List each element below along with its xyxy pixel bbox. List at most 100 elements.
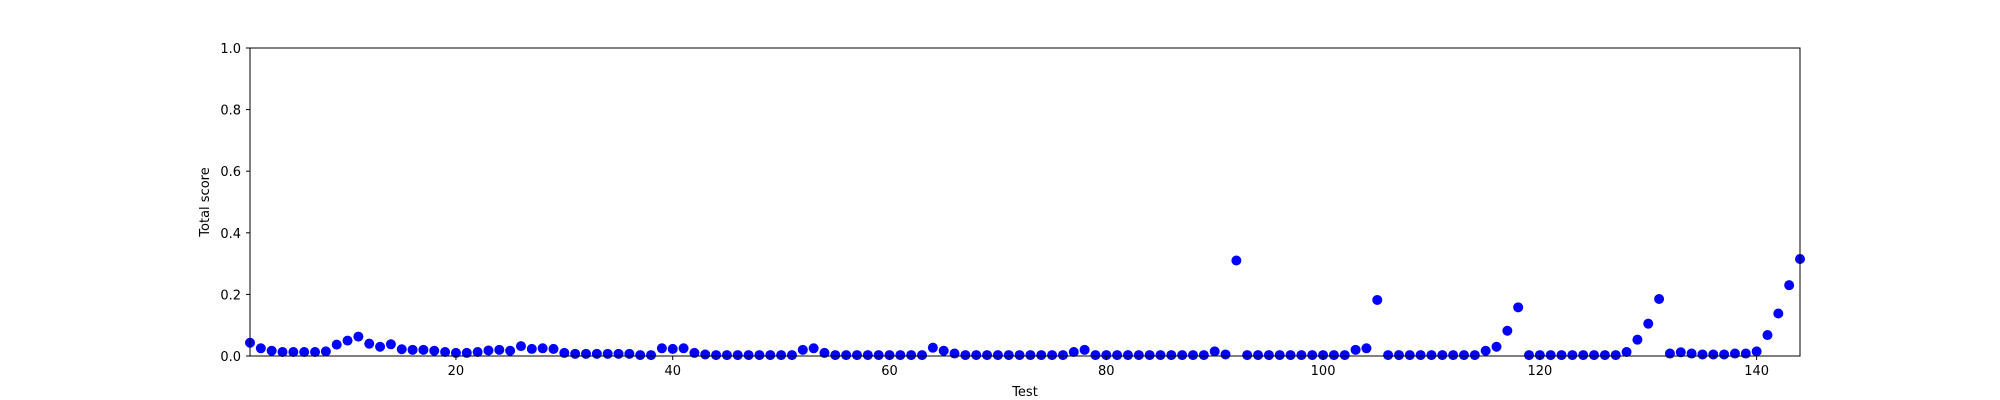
- data-point: [288, 346, 299, 357]
- x-tick-label: 140: [1744, 364, 1769, 379]
- data-point: [342, 335, 353, 346]
- data-point: [1621, 346, 1632, 357]
- data-point: [841, 350, 852, 361]
- data-point: [1708, 349, 1719, 360]
- x-tick-label: 120: [1527, 364, 1552, 379]
- data-point: [1556, 350, 1567, 361]
- data-point: [310, 346, 321, 357]
- data-point: [808, 343, 819, 354]
- data-point: [613, 348, 624, 359]
- data-point: [1664, 348, 1675, 359]
- data-point: [1524, 350, 1535, 361]
- data-point: [1079, 344, 1090, 355]
- data-point: [765, 350, 776, 361]
- data-point: [461, 347, 472, 358]
- data-point: [1133, 350, 1144, 361]
- data-point: [299, 346, 310, 357]
- data-point: [656, 343, 667, 354]
- data-point: [992, 350, 1003, 361]
- data-point: [1578, 350, 1589, 361]
- data-point: [1599, 350, 1610, 361]
- data-point: [266, 345, 277, 356]
- y-tick-label: 1.0: [220, 42, 241, 57]
- y-tick-label: 0.2: [220, 288, 241, 303]
- y-tick-label: 0.6: [220, 165, 241, 180]
- data-point: [1762, 330, 1773, 341]
- data-point: [1513, 302, 1524, 313]
- data-point: [1383, 350, 1394, 361]
- data-point: [331, 339, 342, 350]
- data-points: [245, 253, 1805, 361]
- data-point: [1263, 350, 1274, 361]
- data-point: [1090, 350, 1101, 361]
- data-point: [494, 344, 505, 355]
- data-point: [700, 349, 711, 360]
- data-point: [895, 350, 906, 361]
- data-point: [1166, 350, 1177, 361]
- data-point: [667, 343, 678, 354]
- data-point: [1318, 350, 1329, 361]
- data-point: [1003, 350, 1014, 361]
- data-point: [320, 346, 331, 357]
- data-point: [1025, 350, 1036, 361]
- data-point: [570, 348, 581, 359]
- data-point: [407, 344, 418, 355]
- data-point: [255, 343, 266, 354]
- data-point: [1686, 348, 1697, 359]
- data-point: [526, 343, 537, 354]
- data-point: [1632, 334, 1643, 345]
- data-point: [1458, 350, 1469, 361]
- data-point: [1209, 346, 1220, 357]
- data-point: [624, 348, 635, 359]
- data-point: [1740, 348, 1751, 359]
- data-point: [1231, 255, 1242, 266]
- data-point: [1643, 318, 1654, 329]
- x-tick-label: 80: [1098, 364, 1115, 379]
- y-axis: 0.0 0.2 0.4 0.6 0.8 1.0: [220, 42, 250, 365]
- data-point: [1122, 350, 1133, 361]
- data-point: [472, 346, 483, 357]
- data-point: [602, 348, 613, 359]
- data-point: [776, 350, 787, 361]
- data-point: [418, 344, 429, 355]
- data-point: [581, 348, 592, 359]
- data-point: [364, 338, 375, 349]
- data-point: [1144, 350, 1155, 361]
- data-point: [884, 350, 895, 361]
- data-point: [754, 350, 765, 361]
- data-point: [1361, 343, 1372, 354]
- data-point: [1773, 308, 1784, 319]
- data-point: [1784, 280, 1795, 291]
- data-point: [1274, 350, 1285, 361]
- data-point: [1296, 350, 1307, 361]
- data-point: [927, 342, 938, 353]
- data-point: [1014, 350, 1025, 361]
- data-point: [1155, 350, 1166, 361]
- x-tick-label: 100: [1311, 364, 1336, 379]
- data-point: [862, 350, 873, 361]
- data-point: [375, 341, 386, 352]
- data-point: [505, 345, 516, 356]
- data-point: [819, 347, 830, 358]
- data-point: [711, 350, 722, 361]
- data-point: [515, 341, 526, 352]
- data-point: [1675, 347, 1686, 358]
- x-axis-title: Test: [1011, 385, 1038, 400]
- data-point: [1534, 350, 1545, 361]
- data-point: [1253, 350, 1264, 361]
- data-point: [1437, 350, 1448, 361]
- data-point: [1350, 344, 1361, 355]
- data-point: [830, 350, 841, 361]
- data-point: [1068, 346, 1079, 357]
- data-point: [1101, 350, 1112, 361]
- x-tick-label: 20: [448, 364, 465, 379]
- data-point: [1545, 350, 1556, 361]
- data-point: [1112, 350, 1123, 361]
- data-point: [873, 350, 884, 361]
- data-point: [1242, 350, 1253, 361]
- y-tick-label: 0.8: [220, 104, 241, 119]
- data-point: [1719, 349, 1730, 360]
- data-point: [732, 350, 743, 361]
- data-point: [646, 350, 657, 361]
